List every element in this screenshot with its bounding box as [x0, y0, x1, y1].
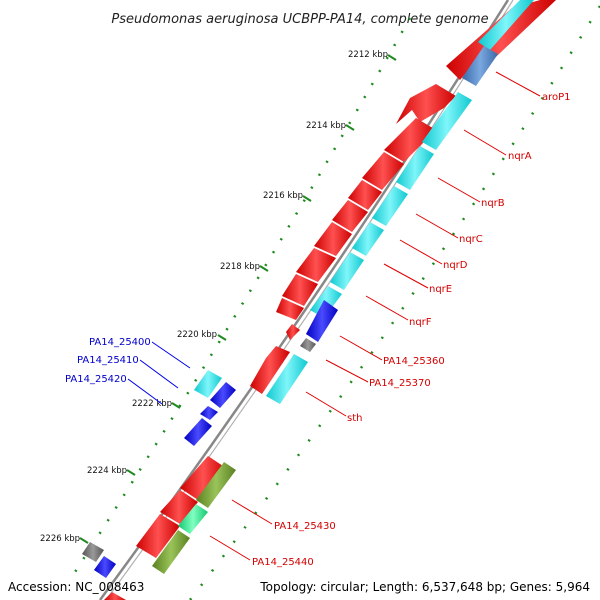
gene-label-pa14-25370: PA14_25370	[369, 378, 431, 389]
gene-label-pa14-25400: PA14_25400	[89, 337, 151, 348]
kbp-label: 2226 kbp	[40, 534, 80, 544]
gene-block	[178, 504, 208, 534]
kbp-label: 2214 kbp	[306, 121, 346, 131]
gene-label-pa14-25420: PA14_25420	[65, 374, 127, 385]
gene-block	[362, 152, 404, 190]
gene-label-arop1: aroP1	[542, 92, 571, 103]
kbp-label: 2224 kbp	[87, 466, 127, 476]
gene-block	[210, 382, 236, 408]
gene-block	[296, 248, 336, 282]
gene-block	[152, 530, 190, 574]
gene-label-sth: sth	[347, 413, 362, 424]
map-title: Pseudomonas aeruginosa UCBPP-PA14, compl…	[111, 12, 488, 27]
gene-block	[352, 222, 384, 256]
left-labels: PA14_25400 PA14_25410 PA14_25420	[65, 337, 151, 385]
gene-label-nqrc: nqrC	[459, 234, 483, 245]
gene-block	[184, 418, 212, 446]
gene-label-nqre: nqrE	[429, 284, 452, 295]
gene-label-nqrd: nqrD	[443, 260, 468, 271]
gene-label-nqra: nqrA	[508, 151, 532, 162]
gene-block	[250, 346, 290, 394]
gene-label-pa14-25440: PA14_25440	[252, 557, 314, 568]
gene-label-nqrf: nqrF	[409, 317, 432, 328]
gene-block	[266, 354, 308, 404]
topology-text: Topology: circular; Length: 6,537,648 bp…	[260, 580, 590, 594]
gene-block	[396, 84, 456, 124]
backbone-outer	[98, 0, 510, 600]
gene-label-pa14-25360: PA14_25360	[383, 356, 445, 367]
right-labels: aroP1 nqrA nqrB nqrC nqrD nqrE nqrF PA14…	[252, 92, 571, 568]
right-leaders	[209, 71, 541, 561]
gene-block	[372, 186, 408, 226]
gene-block	[82, 542, 104, 562]
gene-block	[314, 222, 352, 256]
gene-label-pa14-25430: PA14_25430	[274, 521, 336, 532]
gene-block	[306, 300, 338, 342]
gene-block	[180, 456, 226, 500]
gene-label-pa14-25410: PA14_25410	[77, 355, 139, 366]
gene-block	[94, 556, 116, 578]
kbp-label: 2212 kbp	[348, 50, 388, 60]
kbp-label: 2218 kbp	[220, 262, 260, 272]
gene-block	[200, 406, 218, 420]
gene-block	[384, 118, 436, 162]
gene-block	[348, 180, 382, 210]
kbp-label: 2216 kbp	[263, 191, 303, 201]
outer-track	[82, 370, 236, 578]
accession-text: Accession: NC_008463	[8, 580, 145, 594]
kbp-ticks	[79, 54, 397, 544]
gene-label-nqrb: nqrB	[481, 198, 505, 209]
gene-block	[160, 490, 198, 524]
kbp-labels: 2212 kbp 2214 kbp 2216 kbp 2218 kbp 2220…	[40, 50, 388, 544]
forward-strand	[104, 0, 556, 600]
kbp-label: 2222 kbp	[132, 399, 172, 409]
gene-block	[276, 298, 304, 320]
gene-block	[196, 462, 236, 508]
gene-block	[446, 0, 556, 80]
gene-block	[330, 252, 364, 290]
gene-block	[478, 0, 534, 50]
gene-block	[462, 46, 498, 86]
reverse-strand	[152, 0, 534, 574]
gene-block	[194, 370, 222, 398]
gene-block	[104, 592, 126, 600]
left-leaders	[127, 341, 191, 405]
gene-block	[422, 92, 472, 150]
gene-block	[332, 200, 368, 232]
gene-block	[286, 324, 300, 340]
kbp-label: 2220 kbp	[177, 330, 217, 340]
gene-block	[282, 274, 318, 306]
gene-block	[136, 514, 180, 558]
gene-block	[300, 338, 316, 352]
gene-block	[396, 146, 434, 190]
outer-tick-ring	[73, 17, 412, 573]
